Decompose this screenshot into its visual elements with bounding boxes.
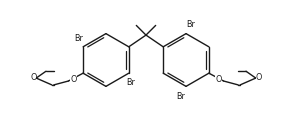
Text: O: O (215, 75, 222, 84)
Text: Br: Br (126, 78, 135, 87)
Text: Br: Br (177, 92, 186, 101)
Text: O: O (70, 75, 77, 84)
Text: O: O (255, 73, 262, 82)
Text: Br: Br (74, 33, 83, 42)
Text: O: O (30, 73, 36, 82)
Text: Br: Br (187, 20, 195, 29)
